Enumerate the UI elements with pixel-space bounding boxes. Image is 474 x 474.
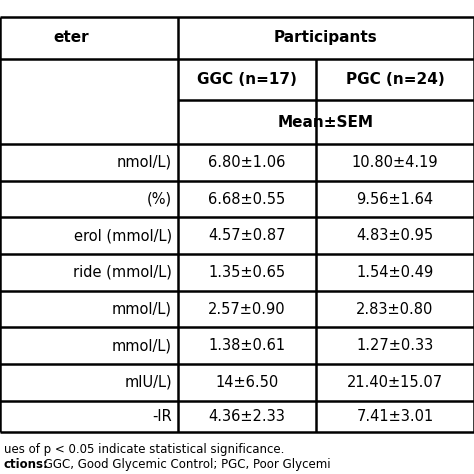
Text: 6.68±0.55: 6.68±0.55 bbox=[208, 191, 285, 207]
Text: Mean±SEM: Mean±SEM bbox=[278, 115, 374, 130]
Text: 2.57±0.90: 2.57±0.90 bbox=[208, 301, 286, 317]
Text: PGC (n=24): PGC (n=24) bbox=[346, 72, 444, 87]
Text: 2.83±0.80: 2.83±0.80 bbox=[356, 301, 434, 317]
Text: erol (mmol/L): erol (mmol/L) bbox=[73, 228, 172, 243]
Text: 10.80±4.19: 10.80±4.19 bbox=[352, 155, 438, 170]
Text: 7.41±3.01: 7.41±3.01 bbox=[356, 409, 434, 424]
Text: GGC, Good Glycemic Control; PGC, Poor Glycemi: GGC, Good Glycemic Control; PGC, Poor Gl… bbox=[39, 458, 330, 471]
Text: ctions:: ctions: bbox=[4, 458, 49, 471]
Text: 6.80±1.06: 6.80±1.06 bbox=[208, 155, 285, 170]
Text: 1.54±0.49: 1.54±0.49 bbox=[356, 265, 434, 280]
Text: ues of p < 0.05 indicate statistical significance.: ues of p < 0.05 indicate statistical sig… bbox=[4, 443, 284, 456]
Text: eter: eter bbox=[53, 30, 89, 46]
Text: 21.40±15.07: 21.40±15.07 bbox=[347, 375, 443, 390]
Text: 9.56±1.64: 9.56±1.64 bbox=[356, 191, 434, 207]
Text: 14±6.50: 14±6.50 bbox=[215, 375, 279, 390]
Text: 1.38±0.61: 1.38±0.61 bbox=[208, 338, 285, 353]
Text: mIU/L): mIU/L) bbox=[124, 375, 172, 390]
Text: -IR: -IR bbox=[152, 409, 172, 424]
Text: Participants: Participants bbox=[274, 30, 378, 46]
Text: nmol/L): nmol/L) bbox=[117, 155, 172, 170]
Text: 1.35±0.65: 1.35±0.65 bbox=[208, 265, 285, 280]
Text: 4.57±0.87: 4.57±0.87 bbox=[208, 228, 286, 243]
Text: mmol/L): mmol/L) bbox=[112, 338, 172, 353]
Text: 1.27±0.33: 1.27±0.33 bbox=[356, 338, 434, 353]
Text: 4.83±0.95: 4.83±0.95 bbox=[356, 228, 434, 243]
Text: 4.36±2.33: 4.36±2.33 bbox=[209, 409, 285, 424]
Text: GGC (n=17): GGC (n=17) bbox=[197, 72, 297, 87]
Text: ride (mmol/L): ride (mmol/L) bbox=[73, 265, 172, 280]
Text: (%): (%) bbox=[146, 191, 172, 207]
Text: mmol/L): mmol/L) bbox=[112, 301, 172, 317]
